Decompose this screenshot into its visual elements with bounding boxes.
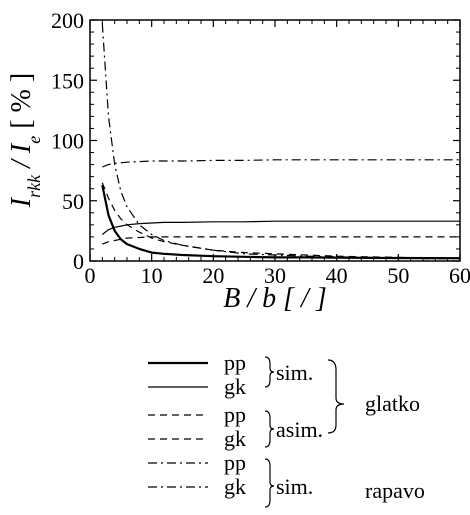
x-tick-label: 40 — [326, 263, 348, 288]
x-tick-label: 30 — [264, 263, 286, 288]
legend-group-asim: asim. — [276, 417, 323, 442]
x-tick-label: 0 — [85, 263, 96, 288]
x-tick-label: 60 — [449, 263, 470, 288]
y-tick-label: 0 — [73, 249, 84, 274]
legend-group-rapavo: rapavo — [365, 478, 425, 503]
y-axis-ticks: 0 50 100 150 200 — [51, 8, 460, 274]
y-axis-label: Irkk / Ie [ % ] — [6, 73, 44, 208]
legend-label-gk: gk — [224, 474, 246, 499]
series-line-gk-dashdot — [102, 159, 460, 168]
series-line-pp-solid — [101, 184, 461, 260]
y-tick-label: 150 — [51, 68, 84, 93]
legend-label-pp: pp — [224, 450, 246, 475]
x-tick-label: 10 — [141, 263, 163, 288]
legend-group-sim-2: sim. — [276, 474, 313, 499]
series-line-pp-dashdot — [101, 23, 460, 260]
legend-group-glatko: glatko — [365, 391, 420, 416]
x-axis-label: B / b [ / ] — [223, 283, 326, 314]
legend-label-pp: pp — [224, 402, 246, 427]
series-line-gk-solid — [101, 220, 460, 235]
series-lines — [101, 23, 461, 260]
legend-glatko-brace — [327, 359, 345, 434]
plot-area: 0 10 20 30 40 50 60 0 50 100 150 200 — [51, 8, 470, 288]
legend-asim-brace — [264, 410, 275, 448]
legend-label-gk: gk — [224, 374, 246, 399]
series-line-gk-dashed — [102, 236, 460, 245]
y-tick-label: 200 — [51, 8, 84, 33]
legend-label-gk: gk — [224, 426, 246, 451]
legend-group-sim-1: sim. — [276, 360, 313, 385]
legend-sim-brace-2 — [264, 458, 275, 508]
legend-sim-brace-1 — [264, 356, 275, 388]
y-tick-label: 100 — [51, 129, 84, 154]
x-tick-label: 20 — [202, 263, 224, 288]
y-tick-label: 50 — [62, 189, 84, 214]
x-axis-ticks: 0 10 20 30 40 50 60 — [85, 20, 470, 288]
legend: sim. asim. sim. glatko rapavo ppgkppgkpp… — [148, 350, 425, 508]
plot-frame — [89, 19, 461, 262]
x-tick-label: 50 — [387, 263, 409, 288]
legend-label-pp: pp — [224, 350, 246, 375]
